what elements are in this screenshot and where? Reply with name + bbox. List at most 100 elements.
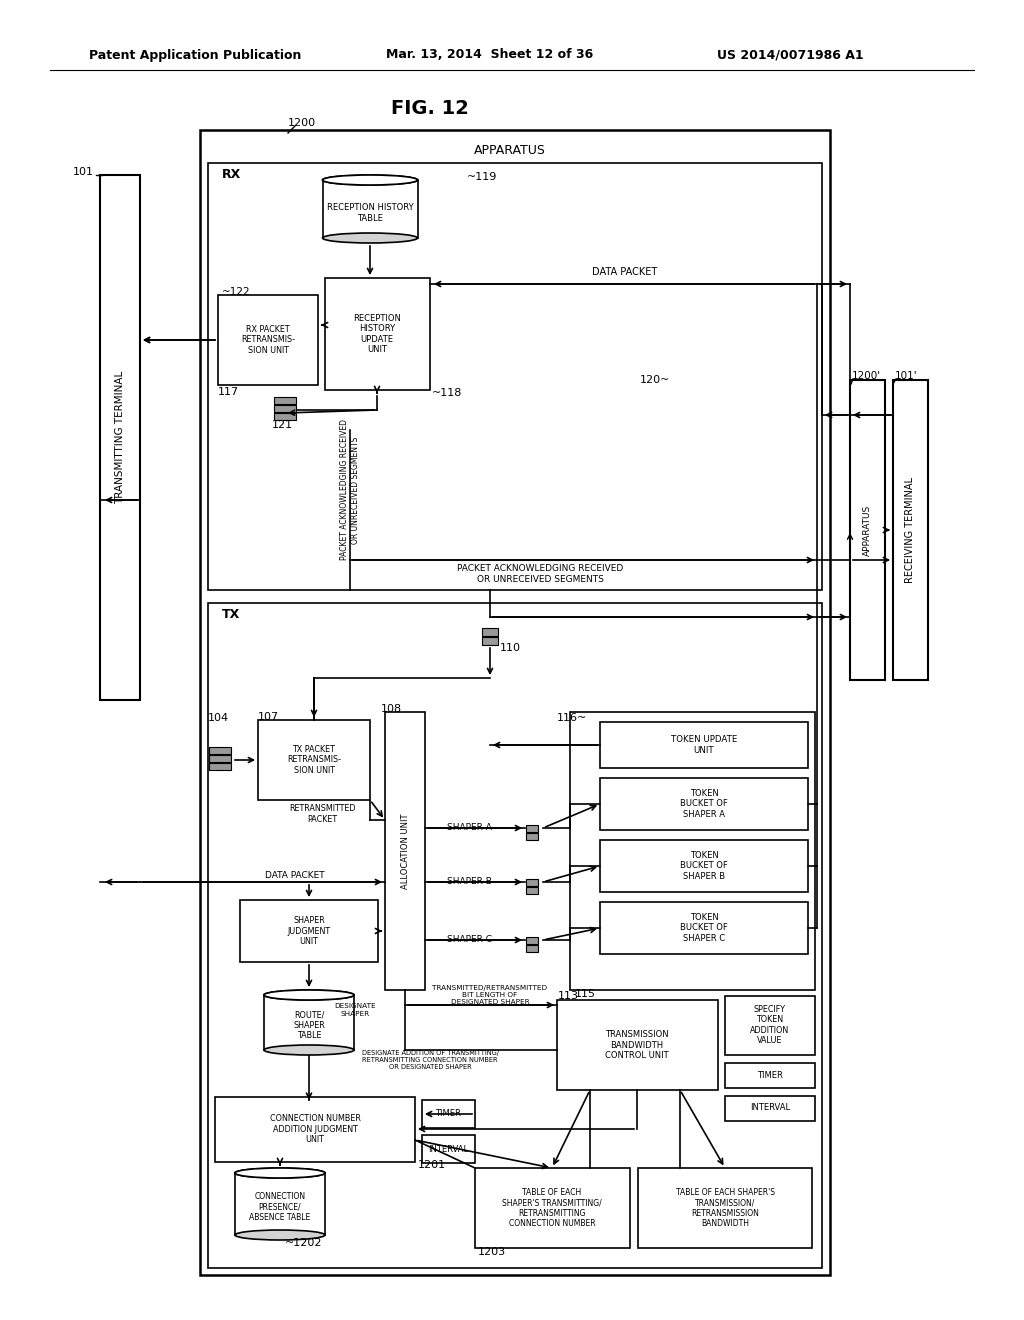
Bar (600, 777, 808, 830)
Text: TOKEN UPDATE
UNIT: TOKEN UPDATE UNIT (671, 735, 737, 755)
Text: ~1202: ~1202 (285, 1238, 323, 1247)
Text: 117: 117 (218, 387, 240, 397)
Ellipse shape (264, 990, 354, 1001)
Text: RECEPTION HISTORY
TABLE: RECEPTION HISTORY TABLE (327, 203, 414, 223)
Text: 1200: 1200 (288, 117, 316, 128)
Ellipse shape (264, 990, 354, 1001)
Bar (526, 879, 538, 886)
Bar (100, 176, 140, 700)
Bar (208, 162, 822, 590)
Text: 1201: 1201 (418, 1160, 446, 1170)
Bar (893, 380, 928, 680)
Bar (475, 1168, 630, 1247)
Text: TX PACKET
RETRANSMIS-
SION UNIT: TX PACKET RETRANSMIS- SION UNIT (287, 744, 341, 775)
Bar (638, 1168, 812, 1247)
Ellipse shape (323, 234, 418, 243)
Text: 113: 113 (558, 991, 579, 1001)
Text: APPARATUS: APPARATUS (862, 504, 871, 556)
Text: CONNECTION NUMBER
ADDITION JUDGMENT
UNIT: CONNECTION NUMBER ADDITION JUDGMENT UNIT (269, 1114, 360, 1144)
Text: CONNECTION
PRESENCE/
ABSENCE TABLE: CONNECTION PRESENCE/ ABSENCE TABLE (250, 1192, 310, 1222)
Bar (422, 1135, 475, 1163)
Bar (385, 711, 425, 990)
Text: Mar. 13, 2014  Sheet 12 of 36: Mar. 13, 2014 Sheet 12 of 36 (386, 49, 594, 62)
Bar (422, 1100, 475, 1129)
Text: DESIGNATE ADDITION OF TRANSMITTING/
RETRANSMITTING CONNECTION NUMBER
OR DESIGNAT: DESIGNATE ADDITION OF TRANSMITTING/ RETR… (361, 1049, 499, 1071)
Ellipse shape (264, 1045, 354, 1055)
Text: SHAPER B: SHAPER B (447, 878, 492, 887)
Text: 101': 101' (895, 371, 918, 381)
Text: ROUTE/
SHAPER
TABLE: ROUTE/ SHAPER TABLE (293, 1010, 325, 1040)
Text: ~119: ~119 (467, 172, 498, 182)
Text: TX: TX (222, 609, 241, 622)
Text: 110: 110 (500, 643, 521, 653)
Text: 115: 115 (575, 989, 596, 999)
Text: 108: 108 (381, 704, 402, 714)
Ellipse shape (323, 176, 418, 185)
Text: ALLOCATION UNIT: ALLOCATION UNIT (400, 813, 410, 888)
Bar (215, 1097, 415, 1162)
Text: TIMER: TIMER (757, 1071, 783, 1080)
Bar (526, 936, 538, 944)
Text: SHAPER
JUDGMENT
UNIT: SHAPER JUDGMENT UNIT (288, 916, 331, 946)
Text: 1203: 1203 (478, 1247, 506, 1257)
Text: 120~: 120~ (640, 375, 671, 385)
Ellipse shape (234, 1230, 325, 1239)
Text: SHAPER A: SHAPER A (447, 824, 492, 833)
Bar (850, 380, 885, 680)
Text: TRANSMITTED/RETRANSMITTED
BIT LENGTH OF
DESIGNATED SHAPER: TRANSMITTED/RETRANSMITTED BIT LENGTH OF … (432, 985, 548, 1005)
Text: TOKEN
BUCKET OF
SHAPER A: TOKEN BUCKET OF SHAPER A (680, 789, 728, 818)
Bar (209, 763, 231, 770)
Bar (600, 722, 808, 768)
Text: PACKET ACKNOWLEDGING RECEIVED
OR UNRECEIVED SEGMENTS: PACKET ACKNOWLEDGING RECEIVED OR UNRECEI… (340, 420, 359, 561)
Bar (482, 638, 498, 645)
Text: TRANSMISSION
BANDWIDTH
CONTROL UNIT: TRANSMISSION BANDWIDTH CONTROL UNIT (605, 1030, 669, 1060)
Bar (526, 833, 538, 840)
Text: US 2014/0071986 A1: US 2014/0071986 A1 (717, 49, 863, 62)
Text: INTERVAL: INTERVAL (750, 1104, 791, 1113)
Bar (218, 294, 318, 385)
Text: TIMER: TIMER (435, 1110, 461, 1118)
Text: RX PACKET
RETRANSMIS-
SION UNIT: RX PACKET RETRANSMIS- SION UNIT (241, 325, 295, 355)
Text: TOKEN
BUCKET OF
SHAPER B: TOKEN BUCKET OF SHAPER B (680, 851, 728, 880)
Text: APPARATUS: APPARATUS (474, 144, 546, 157)
Bar (323, 180, 418, 238)
Text: SHAPER C: SHAPER C (447, 936, 492, 945)
Bar (570, 711, 815, 990)
Ellipse shape (234, 1168, 325, 1177)
Bar (557, 1001, 718, 1090)
Text: RETRANSMITTED
PACKET: RETRANSMITTED PACKET (289, 804, 355, 824)
Text: RECEIVING TERMINAL: RECEIVING TERMINAL (905, 477, 915, 583)
Text: RECEPTION
HISTORY
UPDATE
UNIT: RECEPTION HISTORY UPDATE UNIT (353, 314, 401, 354)
Bar (325, 279, 430, 389)
Bar (725, 997, 815, 1055)
Text: FIG. 12: FIG. 12 (391, 99, 469, 117)
Bar (240, 900, 378, 962)
Text: 101: 101 (73, 168, 94, 177)
Text: DESIGNATE
SHAPER: DESIGNATE SHAPER (334, 1003, 376, 1016)
Text: Patent Application Publication: Patent Application Publication (89, 49, 301, 62)
Text: 121: 121 (272, 420, 293, 430)
Bar (208, 603, 822, 1269)
Text: SPECIFY
TOKEN
ADDITION
VALUE: SPECIFY TOKEN ADDITION VALUE (751, 1005, 790, 1045)
Bar (200, 129, 830, 1275)
Text: PACKET ACKNOWLEDGING RECEIVED
OR UNRECEIVED SEGMENTS: PACKET ACKNOWLEDGING RECEIVED OR UNRECEI… (457, 565, 624, 583)
Text: ~122: ~122 (222, 286, 251, 297)
Text: ~118: ~118 (432, 388, 463, 399)
Ellipse shape (234, 1168, 325, 1177)
Text: 107: 107 (258, 711, 280, 722)
Bar (725, 1063, 815, 1088)
Bar (526, 887, 538, 894)
Bar (526, 825, 538, 832)
Bar (274, 412, 296, 420)
Bar (274, 396, 296, 404)
Bar (274, 404, 296, 412)
Bar (725, 1096, 815, 1121)
Text: 1200': 1200' (852, 371, 881, 381)
Text: RX: RX (222, 169, 242, 181)
Text: DATA PACKET: DATA PACKET (592, 267, 657, 277)
Bar (600, 840, 808, 892)
Text: TOKEN
BUCKET OF
SHAPER C: TOKEN BUCKET OF SHAPER C (680, 913, 728, 942)
Text: INTERVAL: INTERVAL (428, 1144, 468, 1154)
Text: DATA PACKET: DATA PACKET (265, 870, 325, 879)
Bar (264, 995, 354, 1049)
